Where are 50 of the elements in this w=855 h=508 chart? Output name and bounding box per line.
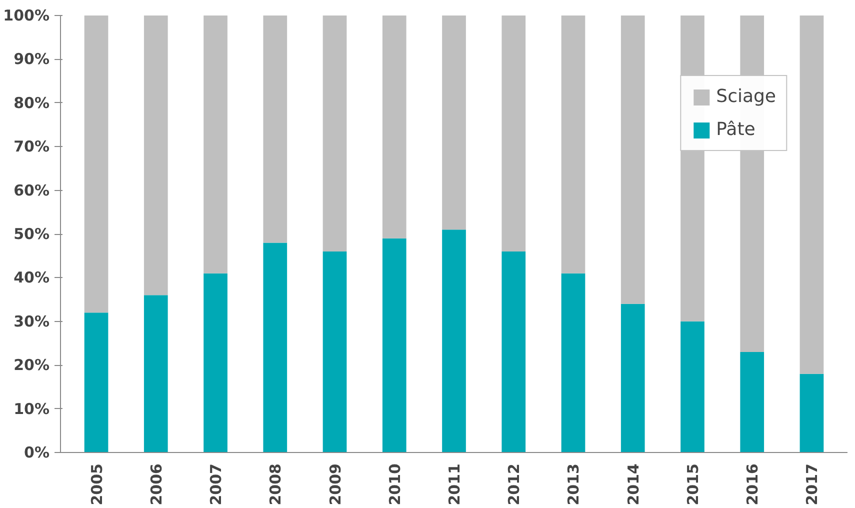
x-tick-label: 2009: [326, 464, 344, 506]
x-tick-label: 2014: [624, 464, 642, 506]
bar: [144, 295, 168, 452]
bar: [144, 16, 168, 296]
bar: [263, 16, 288, 243]
bar: [322, 251, 347, 452]
y-tick-label: 20%: [14, 356, 50, 374]
bar: [502, 251, 526, 452]
bar: [740, 352, 764, 452]
y-tick-label: 50%: [14, 225, 50, 243]
bar: [84, 312, 108, 452]
y-tick-label: 40%: [14, 268, 50, 287]
bar: [204, 273, 228, 452]
bar: [800, 374, 824, 452]
bar: [442, 16, 466, 230]
y-tick-label: 0%: [24, 444, 50, 462]
bar: [322, 16, 347, 252]
legend-label: Sciage: [716, 86, 776, 107]
bar: [263, 242, 288, 452]
bar: [382, 238, 406, 452]
x-tick-label: 2006: [147, 464, 166, 506]
x-tick-label: 2015: [684, 464, 702, 506]
bar: [680, 321, 704, 452]
bar: [382, 16, 406, 238]
x-tick-label: 2011: [446, 464, 464, 506]
y-tick-label: 10%: [14, 400, 50, 418]
bar: [561, 16, 586, 274]
x-tick-label: 2010: [386, 464, 404, 506]
y-tick-label: 100%: [3, 6, 50, 24]
x-tick-label: 2007: [207, 464, 226, 506]
bar: [800, 16, 824, 374]
y-tick-label: 30%: [14, 312, 50, 330]
bar: [204, 16, 228, 274]
bar: [84, 16, 108, 313]
x-tick-label: 2016: [744, 464, 762, 506]
bar: [561, 273, 586, 452]
x-tick-label: 2013: [564, 464, 583, 506]
y-tick-label: 60%: [14, 181, 50, 200]
x-tick-label: 2012: [505, 464, 524, 506]
bar: [620, 16, 645, 304]
x-tick-label: 2008: [266, 464, 285, 506]
y-tick-label: 90%: [14, 50, 50, 68]
x-tick-label: 2017: [803, 464, 822, 506]
y-tick-label: 80%: [14, 94, 50, 112]
legend-label: Pâte: [716, 119, 756, 140]
y-tick-label: 70%: [14, 138, 50, 156]
x-tick-label: 2005: [88, 464, 106, 506]
bar: [442, 230, 466, 452]
bar: [620, 304, 645, 452]
bar: [502, 16, 526, 252]
